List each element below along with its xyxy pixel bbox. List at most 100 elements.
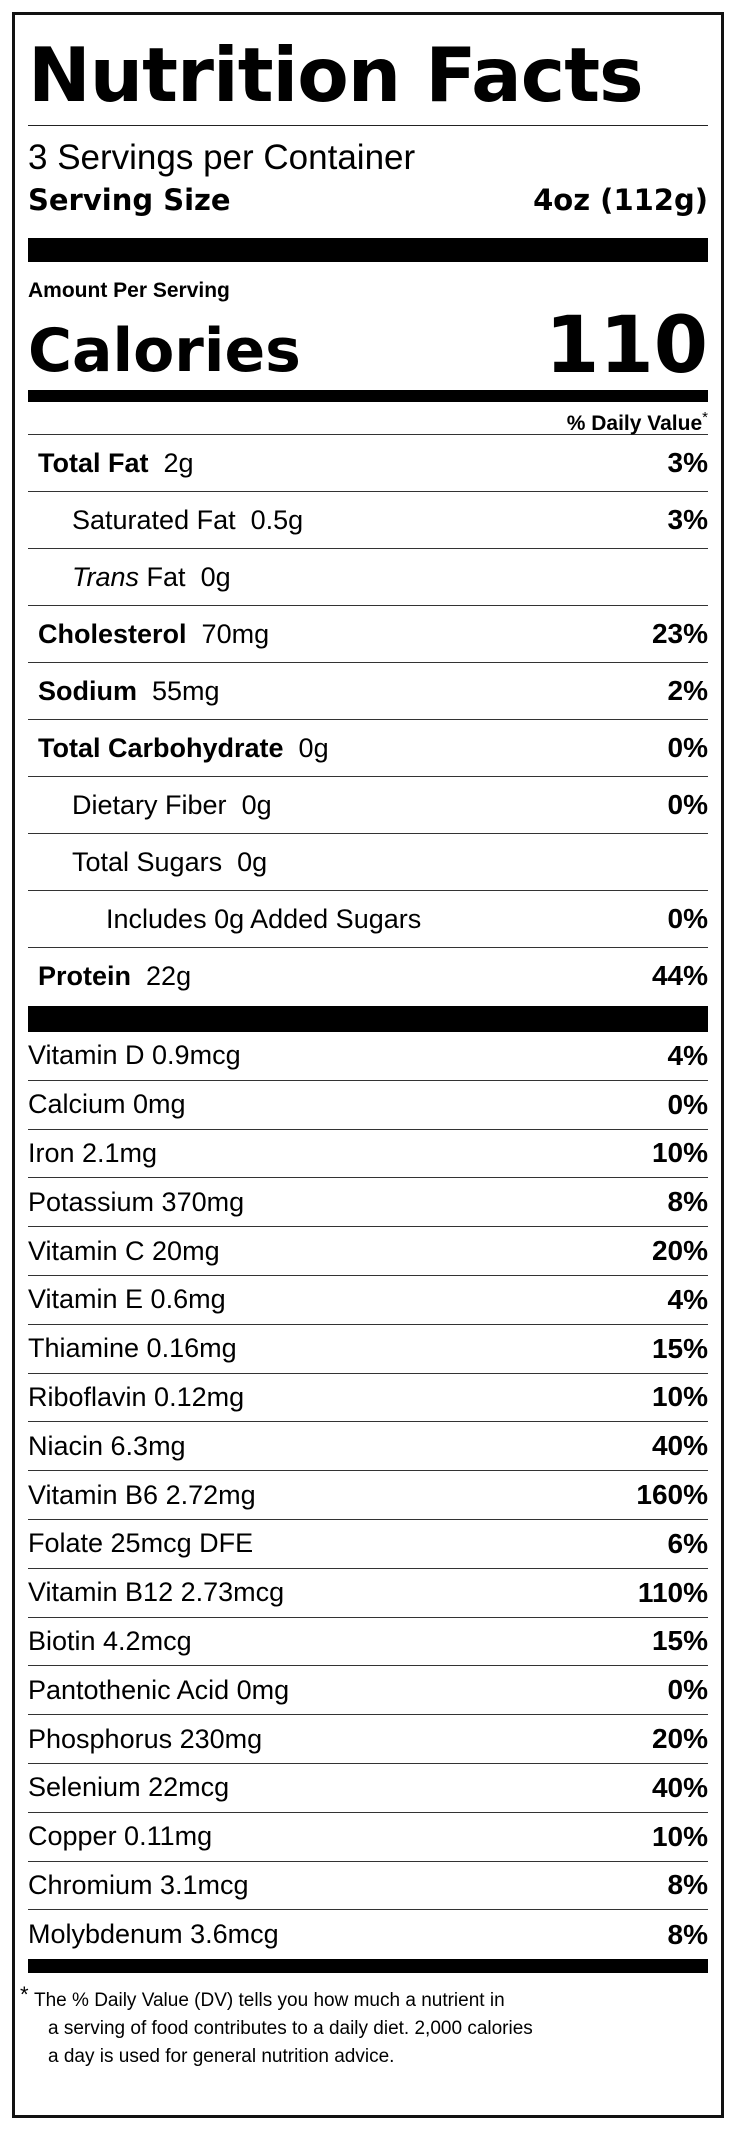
vitamin-row: Folate 25mcg DFE 6% (28, 1520, 708, 1569)
footnote-line: a day is used for general nutrition advi… (48, 2046, 395, 2068)
vitamin-row: Vitamin E 0.6mg 4% (28, 1276, 708, 1325)
nutrient-name: Total Sugars (72, 846, 223, 877)
nutrient-name-italic: Trans (72, 561, 140, 592)
nutrient-name: Fat (146, 561, 186, 592)
vitamin-row: Vitamin C 20mg 20% (28, 1227, 708, 1276)
nutrient-name: Cholesterol (38, 618, 187, 649)
vitamin-label: Phosphorus 230mg (28, 1723, 263, 1754)
vitamin-row: Thiamine 0.16mg 15% (28, 1325, 708, 1374)
calories-label: Calories (28, 316, 301, 386)
vitamin-pct: 0% (667, 1674, 708, 1706)
vitamin-row: Pantothenic Acid 0mg 0% (28, 1666, 708, 1716)
vitamin-row: Potassium 370mg 8% (28, 1178, 708, 1228)
vitamin-pct: 40% (651, 1430, 708, 1462)
nutrient-name: Includes 0g Added Sugars (106, 903, 422, 934)
medium-divider (28, 390, 708, 402)
vitamin-label: Iron 2.1mg (28, 1137, 158, 1168)
nutrient-row-cholesterol: Cholesterol 70mg 23% (28, 605, 708, 662)
vitamin-pct: 15% (651, 1625, 708, 1657)
vitamin-label: Vitamin D 0.9mcg (28, 1040, 241, 1071)
serving-size-label: Serving Size (28, 183, 231, 217)
nutrient-pct: 23% (651, 618, 708, 649)
nutrient-pct: 0% (667, 732, 708, 763)
nutrient-amount: 0g (241, 789, 272, 820)
vitamin-row: Copper 0.11mg 10% (28, 1813, 708, 1862)
nutrient-row-added-sugars: Includes 0g Added Sugars 0% (28, 890, 708, 947)
vitamin-pct: 110% (637, 1576, 708, 1608)
nutrient-row-total-fat: Total Fat 2g 3% (28, 434, 708, 491)
vitamin-label: Niacin 6.3mg (28, 1430, 186, 1461)
vitamin-pct: 4% (667, 1039, 708, 1071)
nutrition-facts-label: Nutrition Facts 3 Servings per Container… (12, 12, 724, 2118)
nutrient-row-dietary-fiber: Dietary Fiber 0g 0% (28, 776, 708, 833)
vitamin-label: Copper 0.11mg (28, 1821, 213, 1852)
nutrient-row-protein: Protein 22g 44% (28, 947, 708, 1004)
vitamin-pct: 20% (651, 1235, 708, 1267)
vitamin-label: Vitamin E 0.6mg (28, 1284, 226, 1315)
vitamin-pct: 10% (651, 1137, 708, 1169)
vitamin-label: Molybdenum 3.6mcg (28, 1919, 279, 1950)
nutrient-amount: 0g (298, 732, 329, 763)
vitamin-row: Iron 2.1mg 10% (28, 1130, 708, 1179)
thick-divider (28, 1006, 708, 1032)
vitamin-row: Niacin 6.3mg 40% (28, 1422, 708, 1472)
vitamin-row: Vitamin B12 2.73mcg 110% (28, 1569, 708, 1618)
vitamin-pct: 4% (667, 1283, 708, 1315)
nutrient-pct: 0% (667, 789, 708, 820)
vitamin-pct: 10% (651, 1381, 708, 1413)
nutrient-pct: 0% (667, 903, 708, 934)
vitamin-row: Calcium 0mg 0% (28, 1081, 708, 1130)
vitamin-row: Selenium 22mcg 40% (28, 1764, 708, 1813)
vitamin-pct: 6% (667, 1527, 708, 1559)
vitamin-pct: 20% (651, 1723, 708, 1755)
vitamin-label: Calcium 0mg (28, 1089, 186, 1120)
calories-value: 110 (545, 301, 708, 391)
nutrient-row-total-sugars: Total Sugars 0g (28, 833, 708, 890)
vitamin-pct: 15% (651, 1332, 708, 1364)
servings-per-container: 3 Servings per Container (28, 138, 416, 177)
daily-value-star: * (702, 409, 708, 426)
label-title: Nutrition Facts (28, 31, 644, 119)
vitamin-label: Riboflavin 0.12mg (28, 1381, 245, 1412)
footnote: * The % Daily Value (DV) tells you how m… (20, 1982, 708, 2071)
vitamin-row: Phosphorus 230mg 20% (28, 1715, 708, 1764)
amount-per-serving: Amount Per Serving (28, 279, 230, 302)
vitamin-pct: 160% (636, 1479, 708, 1511)
nutrient-name: Protein (38, 960, 132, 991)
nutrient-pct: 3% (667, 504, 708, 535)
vitamin-label: Selenium 22mcg (28, 1772, 230, 1803)
nutrient-name: Total Carbohydrate (38, 732, 284, 763)
vitamin-pct: 8% (667, 1869, 708, 1901)
vitamin-row: Biotin 4.2mcg 15% (28, 1618, 708, 1667)
vitamin-label: Vitamin C 20mg (28, 1235, 220, 1266)
nutrient-row-saturated-fat: Saturated Fat 0.5g 3% (28, 491, 708, 548)
vitamin-label: Folate 25mcg DFE (28, 1528, 254, 1559)
vitamin-label: Potassium 370mg (28, 1186, 245, 1217)
nutrient-row-total-carbohydrate: Total Carbohydrate 0g 0% (28, 719, 708, 776)
bottom-divider (28, 1959, 708, 1974)
vitamin-row: Riboflavin 0.12mg 10% (28, 1374, 708, 1423)
vitamin-pct: 8% (667, 1918, 708, 1950)
vitamin-row: Vitamin B6 2.72mg 160% (28, 1471, 708, 1520)
nutrient-name: Total Fat (38, 447, 149, 478)
nutrient-pct: 3% (667, 447, 708, 478)
vitamin-row: Molybdenum 3.6mcg 8% (28, 1910, 708, 1959)
vitamin-pct: 10% (651, 1820, 708, 1852)
nutrient-amount: 0g (200, 561, 231, 592)
nutrient-amount: 2g (163, 447, 194, 478)
vitamin-row: Vitamin D 0.9mcg 4% (28, 1032, 708, 1081)
nutrient-pct: 44% (651, 960, 708, 991)
nutrient-row-sodium: Sodium 55mg 2% (28, 662, 708, 719)
vitamin-label: Thiamine 0.16mg (28, 1333, 237, 1364)
vitamin-pct: 40% (651, 1771, 708, 1803)
vitamin-row: Chromium 3.1mcg 8% (28, 1862, 708, 1911)
vitamin-label: Biotin 4.2mcg (28, 1625, 192, 1656)
vitamin-label: Vitamin B12 2.73mcg (28, 1577, 285, 1608)
vitamin-pct: 8% (667, 1186, 708, 1218)
nutrient-pct: 2% (667, 675, 708, 706)
footnote-line: The % Daily Value (DV) tells you how muc… (34, 1990, 505, 2012)
nutrient-amount: 22g (146, 960, 192, 991)
calories-row: Calories 110 (28, 306, 708, 386)
daily-value-header: % Daily Value* (28, 402, 708, 435)
nutrient-name: Dietary Fiber (72, 789, 227, 820)
